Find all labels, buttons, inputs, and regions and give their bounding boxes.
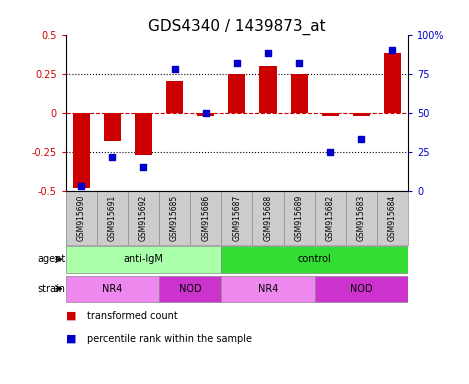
Bar <box>66 246 221 273</box>
Text: ■: ■ <box>66 334 76 344</box>
Point <box>202 110 210 116</box>
Bar <box>135 113 152 155</box>
Bar <box>290 74 308 113</box>
Point <box>389 47 396 53</box>
Point <box>140 164 147 170</box>
Point <box>77 183 85 189</box>
Text: anti-IgM: anti-IgM <box>123 254 163 264</box>
Bar <box>221 275 315 302</box>
Text: control: control <box>298 254 332 264</box>
Point <box>326 149 334 155</box>
Text: GSM915690: GSM915690 <box>77 195 86 241</box>
Bar <box>66 275 159 302</box>
Text: NR4: NR4 <box>258 284 278 294</box>
Bar <box>259 66 277 113</box>
Text: GSM915687: GSM915687 <box>232 195 242 241</box>
Bar <box>322 113 339 116</box>
Text: GSM915682: GSM915682 <box>325 195 335 241</box>
Text: transformed count: transformed count <box>87 311 177 321</box>
Point <box>295 60 303 66</box>
Text: GSM915691: GSM915691 <box>108 195 117 241</box>
Bar <box>221 246 408 273</box>
Text: strain: strain <box>38 284 66 294</box>
Text: GSM915686: GSM915686 <box>201 195 210 241</box>
Bar <box>315 275 408 302</box>
Bar <box>384 53 401 113</box>
Text: GSM915684: GSM915684 <box>388 195 397 241</box>
Text: NR4: NR4 <box>102 284 122 294</box>
Bar <box>197 113 214 116</box>
Point <box>357 136 365 142</box>
Text: GSM915692: GSM915692 <box>139 195 148 241</box>
Title: GDS4340 / 1439873_at: GDS4340 / 1439873_at <box>148 18 325 35</box>
Text: GSM915685: GSM915685 <box>170 195 179 241</box>
Point <box>233 60 241 66</box>
Text: agent: agent <box>38 254 66 264</box>
Text: ■: ■ <box>66 311 76 321</box>
Bar <box>73 113 90 188</box>
Text: NOD: NOD <box>179 284 202 294</box>
Point <box>171 66 178 72</box>
Text: GSM915689: GSM915689 <box>295 195 303 241</box>
Point <box>109 154 116 160</box>
Bar <box>166 81 183 113</box>
Text: percentile rank within the sample: percentile rank within the sample <box>87 334 252 344</box>
Bar <box>159 275 221 302</box>
Bar <box>353 113 370 116</box>
Text: GSM915683: GSM915683 <box>357 195 366 241</box>
Text: GSM915688: GSM915688 <box>264 195 272 241</box>
Text: NOD: NOD <box>350 284 373 294</box>
Bar <box>228 74 245 113</box>
Bar <box>104 113 121 141</box>
Point <box>264 50 272 56</box>
